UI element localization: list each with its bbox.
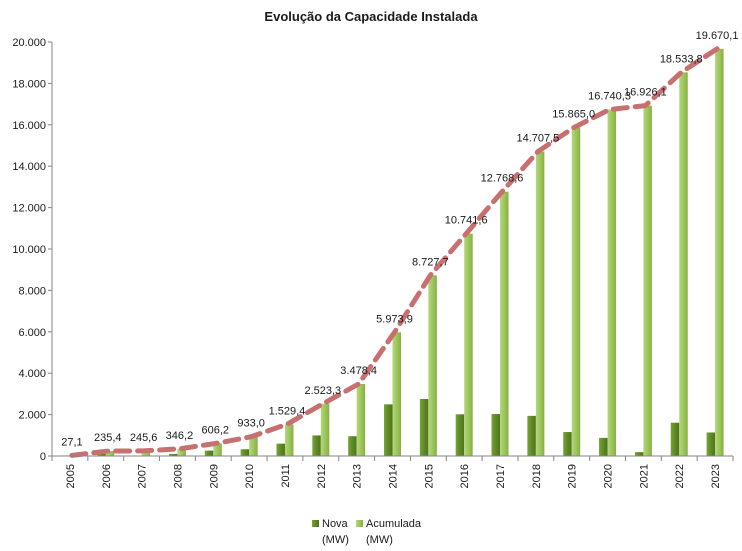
bar-acumulada — [715, 48, 724, 457]
x-tick-label: 2006 — [101, 464, 113, 488]
legend-label-nova: Nova — [322, 518, 349, 530]
x-tick-label: 2009 — [208, 464, 220, 488]
bar-nova — [240, 449, 250, 456]
x-tick-label: 2008 — [172, 464, 184, 488]
legend: Nova (MW) Acumulada (MW) — [312, 518, 422, 546]
data-label: 933,0 — [237, 418, 265, 430]
data-label: 235,4 — [94, 432, 122, 444]
bar-acumulada — [643, 105, 652, 456]
x-tick-label: 2018 — [531, 464, 543, 488]
bar-acumulada — [571, 127, 581, 457]
bar-nova — [491, 414, 501, 456]
bar-nova — [706, 432, 716, 456]
x-tick-label: 2014 — [388, 464, 400, 488]
bar-acumulada — [464, 233, 473, 456]
bar-acumulada — [392, 332, 401, 456]
y-tick-label: 12.000 — [12, 203, 46, 215]
data-label: 16.740,3 — [588, 90, 631, 102]
data-label: 15.865,0 — [552, 109, 595, 121]
data-label: 10.741,6 — [445, 215, 488, 227]
x-tick-label: 2022 — [674, 464, 686, 488]
bar-acumulada — [141, 450, 151, 456]
trend-line-layer — [69, 46, 720, 458]
y-tick-label: 4.000 — [18, 368, 46, 380]
bar-acumulada — [105, 451, 115, 456]
y-axis-ticks: 0 2.000 4.000 6.000 8.000 10.000 12.000 14.000 1… — [12, 37, 52, 463]
trend-line — [69, 46, 720, 458]
bar-acumulada — [356, 383, 366, 456]
legend-swatch-nova — [312, 520, 319, 527]
y-tick-label: 18.000 — [12, 78, 46, 90]
bar-nova — [563, 432, 572, 456]
y-tick-label: 14.000 — [12, 161, 46, 173]
x-tick-label: 2017 — [495, 464, 507, 488]
bar-acumulada — [607, 109, 617, 456]
y-tick-label: 8.000 — [18, 285, 46, 297]
data-label: 27,1 — [61, 436, 82, 448]
x-tick-label: 2010 — [244, 464, 256, 488]
data-label: 3.478,4 — [340, 365, 377, 377]
bar-acumulada — [320, 403, 330, 456]
data-label: 5.973,9 — [376, 313, 413, 325]
x-tick-label: 2015 — [423, 464, 435, 488]
x-tick-label: 2011 — [280, 464, 292, 488]
data-labels: 27,1 235,4 245,6 346,2 606,2 933,0 1.529,4 2.52… — [61, 30, 738, 449]
bar-acumulada — [679, 72, 688, 456]
bar-nova — [312, 435, 321, 456]
x-tick-label: 2019 — [567, 464, 579, 488]
bar-nova — [634, 452, 644, 456]
x-tick-label: 2023 — [710, 464, 722, 488]
bar-acumulada — [428, 275, 437, 456]
bar-nova — [670, 422, 680, 456]
bar-acumulada — [213, 443, 222, 456]
x-tick-label: 2012 — [316, 464, 328, 488]
x-tick-label: 2016 — [459, 464, 471, 488]
data-label: 16.926,1 — [624, 87, 667, 99]
x-tick-label: 2020 — [603, 464, 615, 488]
data-label: 18.533,8 — [660, 53, 703, 65]
data-label: 12.768,6 — [481, 173, 524, 185]
legend-unit-nova: (MW) — [322, 534, 349, 546]
chart-title: Evolução da Capacidade Instalada — [264, 9, 478, 24]
x-tick-label: 2021 — [638, 464, 650, 488]
bar-acumulada — [177, 448, 186, 456]
x-tick-label: 2007 — [137, 464, 149, 488]
y-tick-label: 10.000 — [12, 244, 46, 256]
y-tick-label: 16.000 — [12, 120, 46, 132]
legend-unit-acumulada: (MW) — [366, 534, 393, 546]
bar-acumulada — [500, 191, 509, 456]
y-tick-label: 0 — [40, 451, 46, 463]
bars — [61, 48, 724, 457]
legend-label-acumulada: Acumulada — [366, 518, 422, 530]
data-label: 2.523,3 — [304, 385, 341, 397]
y-tick-label: 20.000 — [12, 37, 46, 49]
data-label: 14.707,5 — [516, 133, 559, 145]
bar-nova — [348, 436, 357, 456]
x-tick-label: 2005 — [65, 464, 77, 488]
bar-nova — [168, 453, 178, 456]
bar-acumulada — [284, 424, 294, 456]
y-tick-label: 6.000 — [18, 327, 46, 339]
bar-nova — [527, 415, 536, 456]
bar-nova — [276, 443, 285, 456]
bar-nova — [419, 398, 429, 456]
data-label: 346,2 — [166, 430, 194, 442]
data-label: 19.670,1 — [696, 30, 739, 42]
data-label: 245,6 — [130, 432, 158, 444]
bar-acumulada — [249, 436, 258, 456]
bar-nova — [204, 450, 214, 456]
bar-nova — [599, 437, 608, 456]
data-label: 8.727,7 — [412, 256, 449, 268]
legend-swatch-acumulada — [356, 520, 363, 527]
bar-nova — [455, 414, 465, 456]
data-label: 1.529,4 — [269, 405, 306, 417]
data-label: 606,2 — [202, 424, 230, 436]
bar-acumulada — [535, 151, 545, 456]
bar-nova — [384, 404, 393, 456]
x-axis-ticks: 2005 2006 2007 2008 2009 2010 2011 2012 2013 2014… — [51, 456, 734, 488]
x-tick-label: 2013 — [352, 464, 364, 488]
y-tick-label: 2.000 — [18, 410, 46, 422]
